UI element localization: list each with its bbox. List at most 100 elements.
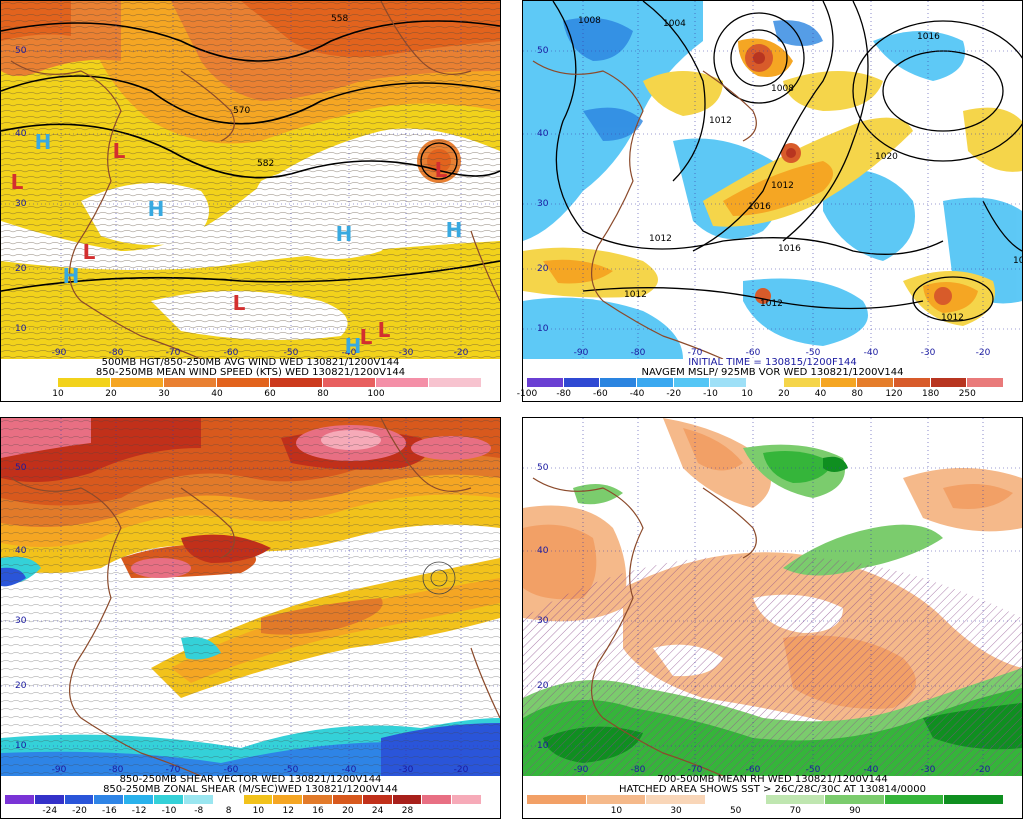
longitude-label: -80 xyxy=(109,765,124,775)
latitude-label: 40 xyxy=(537,129,549,139)
latitude-label: 20 xyxy=(537,264,549,274)
isobar-label: 1012 xyxy=(624,290,647,300)
latitude-label: 30 xyxy=(537,199,549,209)
colorbar-swatch xyxy=(5,378,58,387)
colorbar-tick-label: 30 xyxy=(158,389,170,399)
contour-label: 582 xyxy=(257,159,274,169)
colorbar-swatch xyxy=(884,795,945,804)
panel-mslp-vorticity: 50 40 30 20 10 -90 -80 -70 -60 -50 -40 -30 -20 1008 10… xyxy=(517,0,1023,402)
colorbar-swatch xyxy=(376,378,429,387)
colorbar-swatch xyxy=(705,795,766,804)
isobar-label: 1012 xyxy=(649,234,672,244)
isobar-label: 1016 xyxy=(748,202,771,212)
colorbar-swatch xyxy=(825,795,885,804)
colorbar-tick-label: -80 xyxy=(556,389,572,399)
longitude-label: -90 xyxy=(574,765,589,775)
latitude-label: 20 xyxy=(537,681,549,691)
caption-subtitle: HATCHED AREA SHOWS SST > 26C/28C/30C AT … xyxy=(618,784,926,795)
latitude-label: 40 xyxy=(537,546,549,556)
colorbar-swatch xyxy=(893,378,931,387)
colorbar-tick-label: -100 xyxy=(516,389,538,399)
longitude-label: -30 xyxy=(399,765,414,775)
colorbar-tick-label: -60 xyxy=(593,389,608,399)
colorbar-swatch xyxy=(452,795,482,804)
colorbar-swatch xyxy=(600,378,638,387)
longitude-label: -50 xyxy=(806,348,821,358)
caption-subtitle: 850-250MB MEAN WIND SPEED (KTS) WED 1308… xyxy=(95,367,406,378)
colorbar-swatch xyxy=(332,795,363,804)
caption-subtitle: NAVGEM MSLP/ 925MB VOR WED 130821/1200V1… xyxy=(641,367,904,378)
colorbar-swatch xyxy=(747,378,784,387)
colorbar-swatch xyxy=(857,378,894,387)
colorbar-swatch xyxy=(124,795,155,804)
latitude-label: 20 xyxy=(15,264,27,274)
longitude-label: -60 xyxy=(224,348,239,358)
isobar-label: 1012 xyxy=(709,116,732,126)
high-pressure-marker: H xyxy=(345,334,362,358)
colorbar-tick-label: 20 xyxy=(105,389,117,399)
isobar-label: 1012 xyxy=(771,181,794,191)
colorbar-tick-label: -24 xyxy=(42,806,58,816)
colorbar-swatch xyxy=(34,795,65,804)
colorbar-swatch xyxy=(323,378,376,387)
colorbar xyxy=(527,378,1004,387)
latitude-label: 10 xyxy=(537,324,549,334)
longitude-label: -60 xyxy=(746,348,761,358)
longitude-label: -80 xyxy=(631,765,646,775)
longitude-label: -70 xyxy=(688,348,703,358)
latitude-label: 40 xyxy=(15,546,27,556)
longitude-label: -90 xyxy=(52,348,67,358)
colorbar-swatch xyxy=(58,378,111,387)
latitude-label: 50 xyxy=(15,463,27,473)
isobar-label: 1004 xyxy=(663,19,686,29)
colorbar-ticks: -24 -20 -16 -12 -10 -8 8 10 12 16 20 24 28 xyxy=(5,806,482,817)
longitude-label: -30 xyxy=(921,765,936,775)
colorbar-tick-label: 120 xyxy=(885,389,903,399)
colorbar-swatch xyxy=(967,378,1004,387)
panel-500mb-wind: 50 40 30 20 10 -90 -80 -70 -60 -50 -40 -30 -20 H L L H L H… xyxy=(0,0,501,402)
colorbar-tick-label: 80 xyxy=(851,389,863,399)
longitude-label: -80 xyxy=(109,348,124,358)
colorbar-tick-label: 100 xyxy=(367,389,385,399)
low-pressure-marker: L xyxy=(83,240,96,264)
colorbar-tick-label: 180 xyxy=(922,389,940,399)
colorbar-swatch xyxy=(303,795,333,804)
latitude-label: 50 xyxy=(537,46,549,56)
colorbar-ticks: 10 20 30 40 60 80 100 xyxy=(5,389,482,400)
isobar-label: 1012 xyxy=(760,299,783,309)
colorbar-tick-label: 10 xyxy=(741,389,753,399)
panel-mean-rh: 50 40 30 20 10 -90 -80 -70 -60 -50 -40 -30 -20 700-5… xyxy=(522,417,1023,819)
colorbar-tick-label: 28 xyxy=(401,806,414,816)
low-pressure-marker: L xyxy=(378,318,391,342)
colorbar-tick-label: 70 xyxy=(789,806,802,816)
high-pressure-marker: H xyxy=(336,222,353,246)
colorbar-swatch xyxy=(392,795,423,804)
colorbar-tick-label: 20 xyxy=(342,806,354,816)
colorbar-swatch xyxy=(783,378,821,387)
colorbar-swatch xyxy=(111,378,164,387)
colorbar-tick-label: 10 xyxy=(252,806,265,816)
latitude-label: 30 xyxy=(15,616,27,626)
isobar-label: 1020 xyxy=(875,152,898,162)
colorbar-tick-label: -20 xyxy=(666,389,682,399)
latitude-label: 10 xyxy=(15,324,27,334)
colorbar-swatch xyxy=(243,795,274,804)
colorbar-tick-label: 30 xyxy=(670,806,682,816)
longitude-label: -50 xyxy=(284,765,299,775)
colorbar-swatch xyxy=(362,795,393,804)
low-pressure-marker: L xyxy=(435,158,448,182)
colorbar-swatch xyxy=(183,795,214,804)
colorbar-tick-label: -20 xyxy=(72,806,87,816)
colorbar-swatch xyxy=(646,795,706,804)
colorbar-swatch xyxy=(5,795,35,804)
colorbar-swatch xyxy=(673,378,711,387)
colorbar-tick-label: -10 xyxy=(161,806,177,816)
isobar-label: 1004 xyxy=(1013,256,1022,266)
caption-subtitle: 850-250MB ZONAL SHEAR (M/SEC)WED 130821/… xyxy=(103,784,398,795)
colorbar-swatch xyxy=(944,795,1004,804)
colorbar-tick-label: -10 xyxy=(703,389,718,399)
map-500mb-wind: 50 40 30 20 10 -90 -80 -70 -60 -50 -40 -30 -20 H L L H L H… xyxy=(1,1,500,359)
longitude-label: -60 xyxy=(224,765,239,775)
isobar-label: 1012 xyxy=(941,313,964,323)
contour-label: 570 xyxy=(233,106,250,116)
